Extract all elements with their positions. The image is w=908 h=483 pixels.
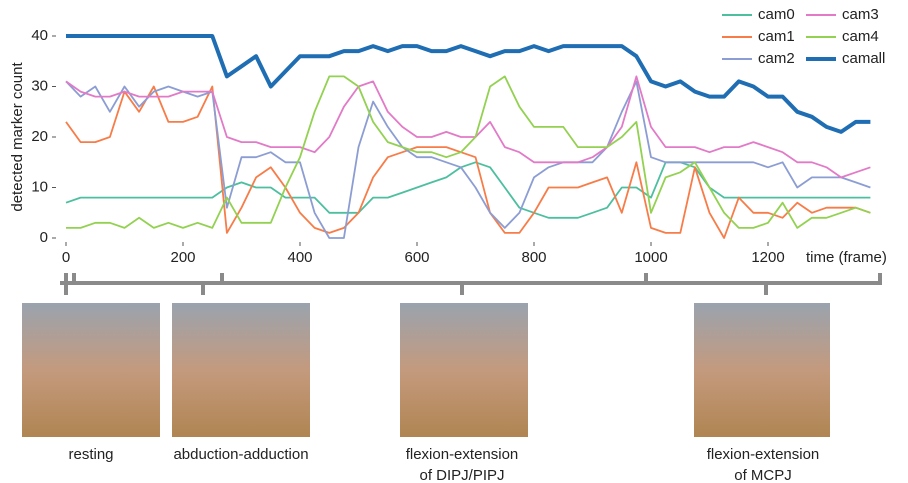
legend-label: cam4 bbox=[842, 28, 879, 45]
y-tick-label: 40 bbox=[31, 27, 48, 44]
legend-label: cam3 bbox=[842, 6, 879, 23]
caption: of MCPJ bbox=[734, 467, 792, 483]
series-line bbox=[66, 34, 871, 134]
legend-label: cam0 bbox=[758, 6, 795, 23]
x-tick-label: 1000 bbox=[634, 249, 667, 266]
timeline bbox=[60, 273, 882, 295]
photo bbox=[694, 303, 830, 437]
legend-label: camall bbox=[842, 50, 885, 67]
series-line bbox=[66, 75, 871, 229]
caption: flexion-extension bbox=[406, 446, 519, 463]
x-tick-label: 400 bbox=[287, 249, 312, 266]
series-line bbox=[65, 85, 871, 239]
photo bbox=[172, 303, 310, 437]
caption: resting bbox=[68, 446, 113, 463]
y-axis-label: detected marker count bbox=[9, 62, 26, 212]
y-tick-label: 10 bbox=[31, 178, 48, 195]
x-axis-label: time (frame) bbox=[806, 249, 887, 266]
photo bbox=[400, 303, 528, 437]
y-tick-label: 20 bbox=[31, 128, 48, 145]
series-line bbox=[65, 161, 871, 219]
x-tick-label: 800 bbox=[521, 249, 546, 266]
caption: abduction-adduction bbox=[173, 446, 308, 463]
y-tick-label: 0 bbox=[40, 229, 48, 246]
x-tick-label: 200 bbox=[170, 249, 195, 266]
x-tick-label: 600 bbox=[404, 249, 429, 266]
legend-label: cam2 bbox=[758, 50, 795, 67]
series-line bbox=[65, 75, 871, 179]
y-tick-label: 30 bbox=[31, 77, 48, 94]
photo bbox=[22, 303, 160, 437]
legend-label: cam1 bbox=[758, 28, 795, 45]
series-line bbox=[65, 80, 871, 239]
caption: of DIPJ/PIPJ bbox=[419, 467, 504, 483]
x-tick-label: 0 bbox=[62, 249, 70, 266]
x-tick-label: 1200 bbox=[751, 249, 784, 266]
caption: flexion-extension bbox=[707, 446, 820, 463]
